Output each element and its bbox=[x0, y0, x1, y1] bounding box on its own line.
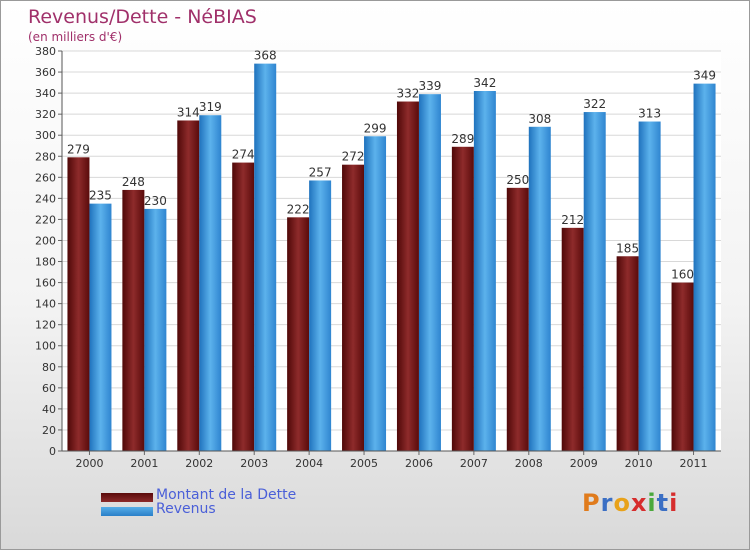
value-label-revenus-2004: 257 bbox=[309, 165, 332, 179]
y-tick-label: 40 bbox=[42, 403, 56, 416]
value-label-dette-2003: 274 bbox=[232, 148, 255, 162]
x-tick-label-2011: 2011 bbox=[680, 457, 708, 470]
value-label-revenus-2002: 319 bbox=[199, 100, 222, 114]
legend-label-dette: Montant de la Dette bbox=[156, 487, 297, 503]
y-tick-label: 120 bbox=[35, 319, 56, 332]
value-label-revenus-2010: 313 bbox=[638, 107, 661, 121]
logo-letter: P bbox=[582, 489, 601, 517]
y-tick-label: 200 bbox=[35, 234, 56, 247]
bar-dette-2006 bbox=[396, 101, 419, 452]
bar-dette-2005 bbox=[342, 164, 365, 451]
logo-letter: i bbox=[669, 489, 679, 517]
bar-revenus-2009 bbox=[583, 112, 606, 451]
bar-dette-2004 bbox=[287, 217, 310, 451]
logo-letter: i bbox=[647, 489, 657, 517]
value-label-revenus-2007: 342 bbox=[473, 76, 496, 90]
bar-dette-2002 bbox=[177, 120, 200, 451]
x-tick-label-2009: 2009 bbox=[570, 457, 598, 470]
value-label-revenus-2011: 349 bbox=[693, 69, 716, 83]
proxiti-logo: Proxiti bbox=[582, 489, 678, 517]
bar-dette-2011 bbox=[671, 282, 694, 451]
x-tick-label-2007: 2007 bbox=[460, 457, 488, 470]
bar-revenus-2004 bbox=[309, 180, 332, 451]
legend-label-revenus: Revenus bbox=[156, 501, 216, 517]
y-tick-label: 240 bbox=[35, 192, 56, 205]
legend-swatch-dette bbox=[101, 493, 153, 502]
bar-dette-2007 bbox=[451, 146, 474, 451]
y-tick-label: 60 bbox=[42, 382, 56, 395]
bar-revenus-2007 bbox=[473, 91, 496, 451]
value-label-dette-2008: 250 bbox=[506, 173, 529, 187]
x-tick-label-2002: 2002 bbox=[185, 457, 213, 470]
x-tick-label-2010: 2010 bbox=[625, 457, 653, 470]
value-label-revenus-2000: 235 bbox=[89, 189, 112, 203]
value-label-revenus-2003: 368 bbox=[254, 49, 277, 63]
chart-title: Revenus/Dette - NéBIAS bbox=[28, 6, 257, 28]
y-tick-label: 100 bbox=[35, 340, 56, 353]
chart-subtitle: (en milliers d'€) bbox=[28, 30, 123, 44]
logo-letter: o bbox=[613, 489, 631, 517]
y-tick-label: 20 bbox=[42, 424, 56, 437]
y-tick-label: 300 bbox=[35, 129, 56, 142]
bar-revenus-2000 bbox=[89, 203, 112, 451]
value-label-dette-2010: 185 bbox=[616, 241, 639, 255]
value-label-dette-2006: 332 bbox=[397, 87, 420, 101]
legend-swatch-revenus bbox=[101, 507, 153, 516]
y-tick-label: 0 bbox=[49, 445, 56, 458]
bar-revenus-2010 bbox=[638, 121, 661, 452]
y-tick-label: 160 bbox=[35, 277, 56, 290]
y-tick-label: 140 bbox=[35, 298, 56, 311]
bar-dette-2010 bbox=[616, 256, 639, 451]
value-label-revenus-2009: 322 bbox=[583, 97, 606, 111]
value-label-dette-2002: 314 bbox=[177, 105, 200, 119]
logo-letter: r bbox=[600, 489, 614, 517]
x-tick-label-2001: 2001 bbox=[130, 457, 158, 470]
value-label-dette-2011: 160 bbox=[671, 268, 694, 282]
bar-dette-2000 bbox=[67, 157, 90, 451]
y-tick-label: 340 bbox=[35, 87, 56, 100]
bar-dette-2001 bbox=[122, 189, 145, 451]
bar-dette-2003 bbox=[232, 162, 255, 451]
value-label-dette-2009: 212 bbox=[561, 213, 584, 227]
y-tick-label: 80 bbox=[42, 361, 56, 374]
logo-letter: t bbox=[656, 489, 670, 517]
y-tick-label: 180 bbox=[35, 256, 56, 269]
y-tick-label: 280 bbox=[35, 150, 56, 163]
value-label-dette-2001: 248 bbox=[122, 175, 145, 189]
value-label-revenus-2008: 308 bbox=[528, 112, 551, 126]
bar-revenus-2005 bbox=[364, 136, 387, 451]
y-tick-label: 320 bbox=[35, 108, 56, 121]
bar-dette-2008 bbox=[506, 187, 529, 451]
x-tick-label-2005: 2005 bbox=[350, 457, 378, 470]
value-label-revenus-2001: 230 bbox=[144, 194, 167, 208]
value-label-dette-2005: 272 bbox=[342, 150, 365, 164]
y-tick-label: 380 bbox=[35, 45, 56, 58]
bar-revenus-2001 bbox=[144, 208, 167, 451]
bar-revenus-2003 bbox=[254, 63, 277, 451]
value-label-dette-2004: 222 bbox=[287, 202, 310, 216]
x-tick-label-2006: 2006 bbox=[405, 457, 433, 470]
bar-dette-2009 bbox=[561, 227, 584, 451]
plot-area bbox=[62, 51, 721, 451]
logo-letter: x bbox=[630, 489, 648, 517]
value-label-dette-2000: 279 bbox=[67, 142, 90, 156]
bar-revenus-2008 bbox=[528, 126, 551, 451]
x-tick-label-2008: 2008 bbox=[515, 457, 543, 470]
y-tick-label: 220 bbox=[35, 213, 56, 226]
bar-revenus-2011 bbox=[693, 83, 716, 451]
x-tick-label-2003: 2003 bbox=[240, 457, 268, 470]
y-tick-label: 260 bbox=[35, 171, 56, 184]
value-label-revenus-2006: 339 bbox=[419, 79, 442, 93]
bar-revenus-2006 bbox=[418, 94, 441, 451]
bar-revenus-2002 bbox=[199, 115, 222, 452]
x-tick-label-2000: 2000 bbox=[75, 457, 103, 470]
y-tick-label: 360 bbox=[35, 66, 56, 79]
x-tick-label-2004: 2004 bbox=[295, 457, 323, 470]
value-label-revenus-2005: 299 bbox=[364, 121, 387, 135]
value-label-dette-2007: 289 bbox=[451, 132, 474, 146]
